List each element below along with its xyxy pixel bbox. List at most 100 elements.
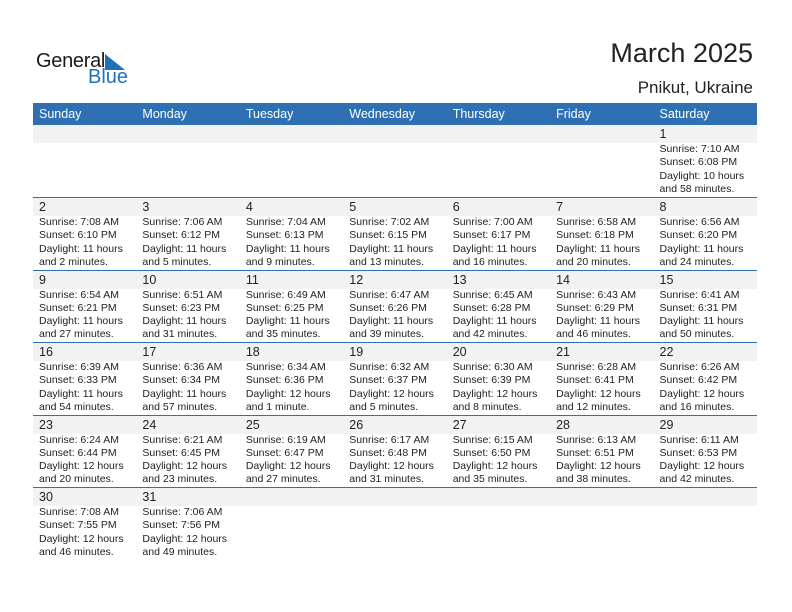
- daylight-minutes-text: and 46 minutes.: [556, 328, 631, 341]
- sunrise-text: Sunrise: 6:56 AM: [659, 216, 740, 228]
- day-number: 3: [142, 200, 150, 214]
- sunrise-text: Sunrise: 6:17 AM: [349, 433, 430, 446]
- empty-cell: [240, 125, 343, 197]
- day-number: 1: [659, 127, 667, 141]
- day-cell: 1 Sunrise: 7:10 AM Sunset: 6:08 PM Daylight…: [654, 125, 757, 197]
- daylight-minutes-text: and 50 minutes.: [659, 328, 735, 341]
- daylight-minutes-text: and 31 minutes.: [349, 473, 424, 486]
- day-number: 8: [659, 200, 667, 214]
- daylight-text: Daylight: 12 hours: [349, 460, 434, 473]
- sunset-text: Sunset: 6:13 PM: [245, 229, 324, 242]
- sunset-text: Sunset: 6:39 PM: [452, 374, 531, 387]
- daylight-text: Daylight: 11 hours: [452, 315, 537, 328]
- day-number: 10: [142, 272, 157, 287]
- sunrise-text: Sunrise: 6:11 AM: [659, 433, 739, 446]
- empty-cell: [343, 125, 446, 197]
- day-number: 23: [39, 417, 53, 432]
- sunset-text: Sunset: 6:15 PM: [349, 229, 427, 242]
- daylight-minutes-text: and 57 minutes.: [142, 400, 218, 413]
- daylight-text: Daylight: 11 hours: [245, 315, 330, 328]
- day-cell: 13 Sunrise: 6:45 AM Sunset: 6:28 PM Dayligh…: [447, 271, 550, 343]
- daylight-text: Daylight: 12 hours: [142, 460, 228, 473]
- daylight-text: Daylight: 11 hours: [142, 242, 227, 255]
- daylight-minutes-text: and 42 minutes.: [452, 328, 528, 341]
- day-cell: 30 Sunrise: 7:08 AM Sunset: 7:55 PM Dayligh…: [33, 488, 136, 560]
- daylight-text: Daylight: 12 hours: [39, 460, 124, 473]
- sunset-text: Sunset: 6:37 PM: [349, 374, 427, 387]
- sunrise-text: Sunrise: 6:36 AM: [142, 361, 223, 373]
- day-cell: 23 Sunrise: 6:24 AM Sunset: 6:44 PM Dayligh…: [33, 416, 136, 488]
- sunrise-text: Sunrise: 7:10 AM: [659, 143, 740, 155]
- day-cell: 15 Sunrise: 6:41 AM Sunset: 6:31 PM Dayligh…: [654, 271, 757, 343]
- sunset-text: Sunset: 6:53 PM: [659, 446, 738, 459]
- daylight-minutes-text: and 58 minutes.: [659, 182, 735, 195]
- daylight-text: Daylight: 11 hours: [245, 242, 330, 255]
- day-number: 21: [556, 345, 571, 359]
- sunset-text: Sunset: 6:48 PM: [349, 446, 427, 459]
- sunset-text: Sunset: 6:21 PM: [39, 301, 117, 314]
- daylight-minutes-text: and 8 minutes.: [452, 400, 522, 413]
- daylight-text: Daylight: 12 hours: [556, 460, 641, 473]
- sunrise-text: Sunrise: 7:00 AM: [452, 216, 533, 228]
- daylight-minutes-text: and 42 minutes.: [659, 473, 735, 486]
- weekday-friday: Friday: [556, 107, 591, 121]
- day-number: 28: [556, 417, 571, 432]
- weekday-sunday: Sunday: [39, 107, 82, 121]
- daylight-minutes-text: and 35 minutes.: [245, 328, 321, 341]
- day-cell: 19 Sunrise: 6:32 AM Sunset: 6:37 PM Dayligh…: [343, 343, 446, 415]
- daylight-minutes-text: and 23 minutes.: [142, 473, 218, 486]
- day-cell: 11 Sunrise: 6:49 AM Sunset: 6:25 PM Dayligh…: [240, 271, 343, 343]
- day-cell: 8 Sunrise: 6:56 AM Sunset: 6:20 PM Daylight…: [654, 198, 757, 270]
- daylight-minutes-text: and 49 minutes.: [142, 545, 218, 558]
- day-cell: 16 Sunrise: 6:39 AM Sunset: 6:33 PM Dayligh…: [33, 343, 136, 415]
- sunrise-text: Sunrise: 6:34 AM: [245, 361, 326, 373]
- weekday-thursday: Thursday: [452, 107, 505, 121]
- sunrise-text: Sunrise: 6:13 AM: [556, 433, 637, 446]
- sunset-text: Sunset: 6:31 PM: [659, 301, 738, 314]
- day-cell: 2 Sunrise: 7:08 AM Sunset: 6:10 PM Daylight…: [33, 198, 136, 270]
- daylight-text: Daylight: 11 hours: [349, 315, 434, 328]
- day-cell: 25 Sunrise: 6:19 AM Sunset: 6:47 PM Dayligh…: [240, 416, 343, 488]
- daylight-minutes-text: and 54 minutes.: [39, 400, 114, 413]
- sunrise-text: Sunrise: 7:04 AM: [245, 216, 326, 228]
- day-number: 11: [245, 272, 259, 287]
- day-number: 26: [349, 417, 364, 432]
- day-number: 4: [245, 200, 253, 214]
- daylight-minutes-text: and 2 minutes.: [39, 255, 108, 268]
- day-cell: 17 Sunrise: 6:36 AM Sunset: 6:34 PM Dayligh…: [136, 343, 239, 415]
- sunrise-text: Sunrise: 6:58 AM: [556, 216, 637, 228]
- empty-cell: [550, 488, 653, 560]
- daylight-text: Daylight: 12 hours: [659, 387, 745, 400]
- sunset-text: Sunset: 6:18 PM: [556, 229, 634, 242]
- day-cell: 26 Sunrise: 6:17 AM Sunset: 6:48 PM Dayligh…: [343, 416, 446, 488]
- sunrise-text: Sunrise: 6:39 AM: [39, 361, 119, 373]
- week-row: 16 Sunrise: 6:39 AM Sunset: 6:33 PM Dayligh…: [33, 343, 757, 416]
- daylight-text: Daylight: 12 hours: [245, 387, 331, 400]
- sunset-text: Sunset: 6:41 PM: [556, 374, 634, 387]
- weekday-tuesday: Tuesday: [245, 107, 294, 121]
- empty-cell: [447, 125, 550, 197]
- day-cell: 21 Sunrise: 6:28 AM Sunset: 6:41 PM Dayligh…: [550, 343, 653, 415]
- day-number: 5: [349, 200, 357, 214]
- daylight-text: Daylight: 11 hours: [349, 242, 434, 255]
- daylight-text: Daylight: 11 hours: [556, 315, 640, 328]
- sunrise-text: Sunrise: 7:08 AM: [39, 506, 119, 518]
- day-cell: 31 Sunrise: 7:06 AM Sunset: 7:56 PM Dayligh…: [136, 488, 239, 560]
- day-cell: 24 Sunrise: 6:21 AM Sunset: 6:45 PM Dayligh…: [136, 416, 239, 488]
- page-title: March 2025: [610, 38, 753, 68]
- sunrise-text: Sunrise: 6:28 AM: [556, 361, 637, 373]
- daylight-text: Daylight: 12 hours: [245, 460, 331, 473]
- sunset-text: Sunset: 6:20 PM: [659, 229, 738, 242]
- sunrise-text: Sunrise: 6:43 AM: [556, 288, 637, 301]
- sunset-text: Sunset: 6:29 PM: [556, 301, 634, 314]
- daylight-minutes-text: and 35 minutes.: [452, 473, 528, 486]
- sunset-text: Sunset: 6:08 PM: [659, 156, 738, 169]
- logo-text-general: General: [36, 50, 106, 72]
- daylight-minutes-text: and 1 minute.: [245, 400, 310, 413]
- sunrise-text: Sunrise: 6:15 AM: [452, 433, 533, 446]
- sunrise-text: Sunrise: 7:08 AM: [39, 216, 119, 228]
- sunrise-text: Sunrise: 7:02 AM: [349, 216, 430, 228]
- sunrise-text: Sunrise: 6:19 AM: [245, 433, 326, 446]
- weekday-header: Sunday Monday Tuesday Wednesday Thursday Frid…: [33, 103, 757, 125]
- sunset-text: Sunset: 6:28 PM: [452, 301, 531, 314]
